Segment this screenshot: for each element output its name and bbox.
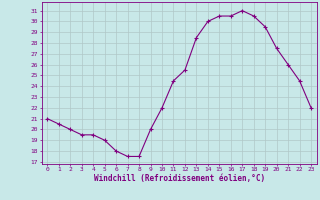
X-axis label: Windchill (Refroidissement éolien,°C): Windchill (Refroidissement éolien,°C) bbox=[94, 174, 265, 183]
